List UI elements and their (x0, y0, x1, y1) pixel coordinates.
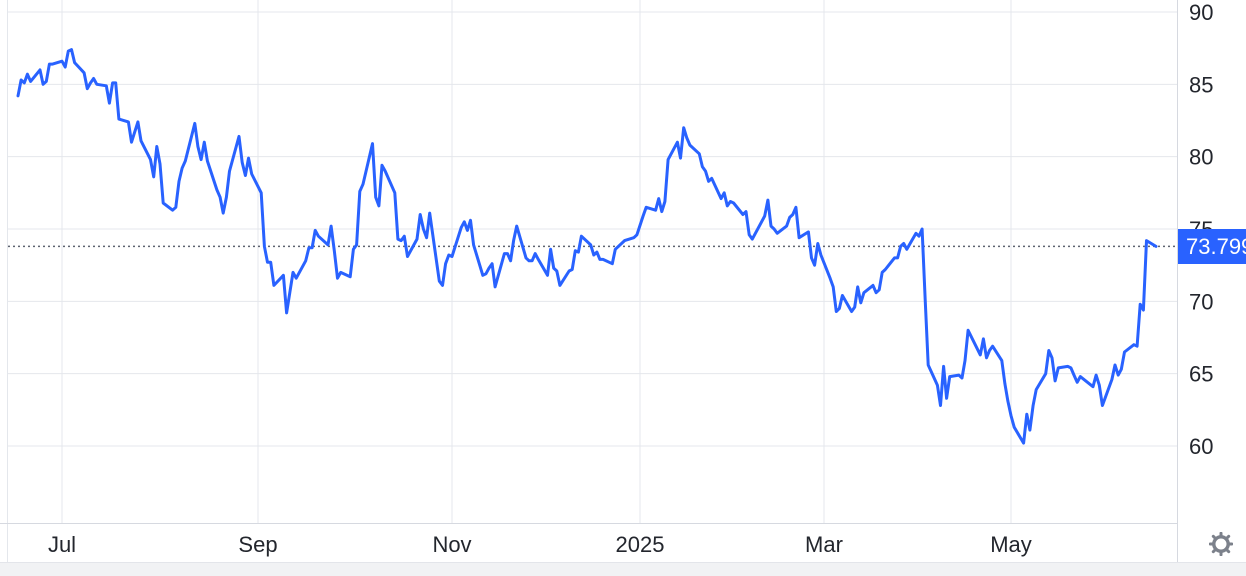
x-axis-label: Jul (48, 532, 76, 557)
y-axis-label: 60 (1189, 434, 1213, 459)
bottom-toolbar (0, 562, 1246, 576)
x-axis-label: Mar (805, 532, 843, 557)
y-axis-label: 90 (1189, 0, 1213, 25)
x-axis-label: Nov (432, 532, 471, 557)
settings-button[interactable] (1208, 531, 1234, 557)
y-axis-label: 85 (1189, 72, 1213, 97)
x-axis-label: May (990, 532, 1032, 557)
last-price-label: 73.799 (1178, 228, 1246, 264)
y-axis-label: 70 (1189, 289, 1213, 314)
y-axis-label: 80 (1189, 145, 1213, 170)
settings-gear-icon (1208, 531, 1234, 557)
y-axis-label: 65 (1189, 362, 1213, 387)
price-line (16, 48, 1158, 445)
x-axis-label: 2025 (616, 532, 665, 557)
x-axis-label: Sep (238, 532, 277, 557)
